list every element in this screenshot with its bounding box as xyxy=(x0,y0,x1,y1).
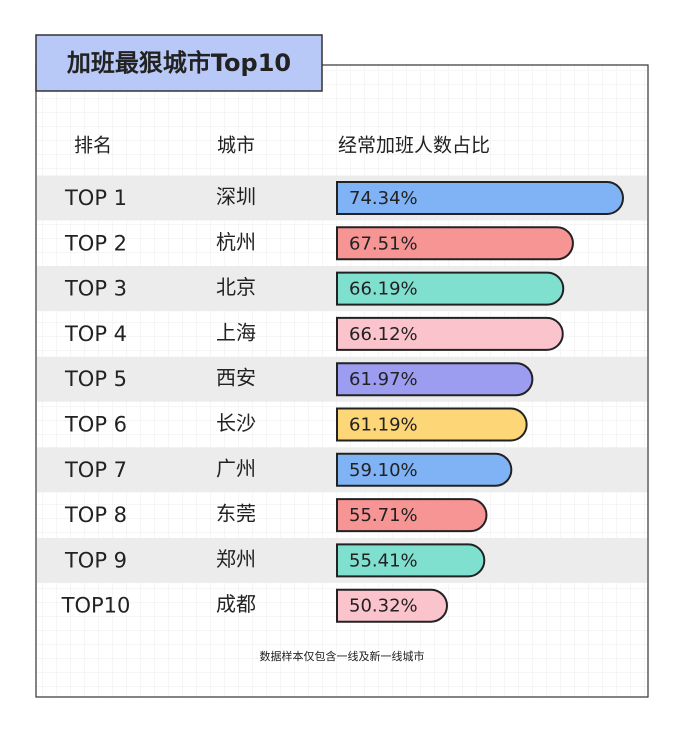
rank-label: TOP 1 xyxy=(64,186,127,210)
bar xyxy=(336,226,574,261)
city-label: 北京 xyxy=(216,275,256,299)
city-label: 成都 xyxy=(216,592,256,616)
city-label: 郑州 xyxy=(216,547,256,571)
bar xyxy=(336,407,528,442)
city-label: 上海 xyxy=(216,320,256,344)
value-label: 55.41% xyxy=(349,550,418,571)
city-label: 杭州 xyxy=(216,230,256,254)
value-label: 66.12% xyxy=(349,324,418,345)
rank-label: TOP 4 xyxy=(64,322,127,346)
value-label: 61.97% xyxy=(349,369,418,390)
bar xyxy=(336,362,534,397)
bar xyxy=(336,543,486,578)
title-box xyxy=(35,34,323,92)
rank-label: TOP 9 xyxy=(64,548,127,572)
city-label: 广州 xyxy=(216,456,256,480)
rank-label: TOP 5 xyxy=(64,367,127,391)
bar xyxy=(336,452,513,487)
bar xyxy=(336,271,565,306)
value-label: 59.10% xyxy=(349,460,418,481)
bar xyxy=(336,498,488,533)
value-label: 61.19% xyxy=(349,415,418,436)
value-label: 50.32% xyxy=(349,596,418,617)
rank-label: TOP 3 xyxy=(64,277,127,301)
value-label: 55.71% xyxy=(349,505,418,526)
city-label: 深圳 xyxy=(216,185,256,209)
column-header: 排名 xyxy=(74,135,112,157)
city-label: 长沙 xyxy=(216,411,256,435)
value-label: 67.51% xyxy=(349,233,418,254)
bar xyxy=(336,316,564,351)
city-label: 西安 xyxy=(216,366,256,390)
rank-label: TOP 7 xyxy=(64,458,127,482)
chart-title: 加班最狠城市Top10 xyxy=(67,49,291,77)
column-header: 经常加班人数占比 xyxy=(338,135,490,157)
bar xyxy=(336,181,624,215)
column-header: 城市 xyxy=(217,135,255,157)
rank-label: TOP 8 xyxy=(64,503,127,527)
rank-label: TOP 2 xyxy=(64,231,127,255)
footnote: 数据样本仅包含一线及新一线城市 xyxy=(260,649,425,663)
bar xyxy=(336,588,448,623)
rank-label: TOP10 xyxy=(61,594,131,618)
value-label: 74.34% xyxy=(349,188,418,209)
rank-label: TOP 6 xyxy=(64,413,127,437)
value-label: 66.19% xyxy=(349,279,418,300)
city-label: 东莞 xyxy=(216,502,256,526)
